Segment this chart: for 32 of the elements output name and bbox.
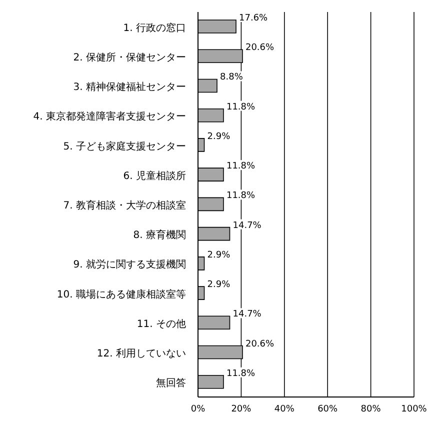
y-tick-label: 11. その他 <box>136 318 186 330</box>
x-tick-label: 20% <box>231 404 252 414</box>
data-label: 11.8% <box>226 162 256 172</box>
y-tick-label: 無回答 <box>156 377 186 390</box>
y-tick-label: 5. 子ども家庭支援センター <box>63 140 186 152</box>
y-tick-label: 9. 就労に関する支援機関 <box>73 258 186 271</box>
data-label: 14.7% <box>232 220 262 231</box>
data-label: 2.9% <box>207 280 231 290</box>
data-label: 11.8% <box>226 368 256 379</box>
y-tick-label: 1. 行政の窓口 <box>123 22 186 34</box>
data-label: 2.9% <box>207 250 231 260</box>
x-tick-label: 60% <box>318 404 338 414</box>
y-tick-label: 6. 児童相談所 <box>123 170 186 182</box>
y-tick-label: 10. 職場にある健康相談室等 <box>56 288 186 300</box>
y-tick-label: 2. 保健所・保健センター <box>73 51 186 64</box>
y-tick-label: 8. 療育機関 <box>133 229 186 242</box>
data-label: 8.8% <box>220 72 244 83</box>
x-tick-label: 40% <box>274 404 295 414</box>
y-tick-label: 7. 教育相談・大学の相談室 <box>63 200 186 212</box>
y-tick-label: 12. 利用していない <box>96 348 186 360</box>
data-label: 11.8% <box>226 191 256 202</box>
data-label: 11.8% <box>226 102 256 112</box>
data-label: 17.6% <box>239 14 268 24</box>
data-label: 2.9% <box>207 132 231 142</box>
data-label: 20.6% <box>245 43 275 54</box>
data-label: 14.7% <box>232 310 262 320</box>
data-label: 20.6% <box>245 339 275 350</box>
x-tick-label: 100% <box>401 404 428 414</box>
y-tick-label: 4. 東京都発達障害者支援センター <box>33 110 186 123</box>
x-tick-label: 80% <box>360 404 382 414</box>
y-tick-label: 3. 精神保健福祉センター <box>73 81 186 94</box>
x-tick-label: 0% <box>190 404 206 414</box>
